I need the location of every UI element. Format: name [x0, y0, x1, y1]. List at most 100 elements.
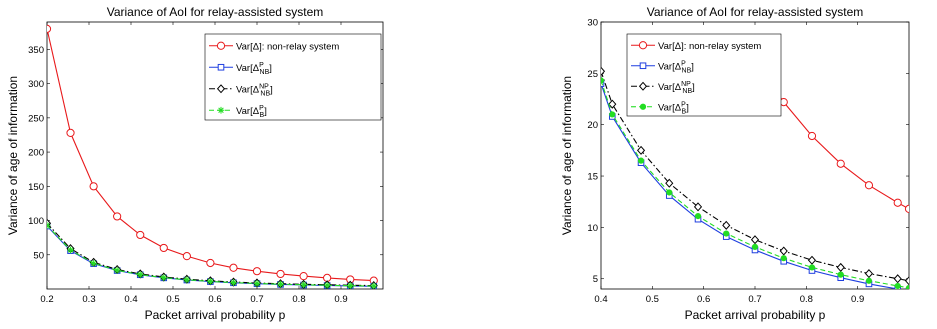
data-point-s1	[47, 24, 52, 33]
data-point-s4	[277, 280, 284, 288]
legend: Var[Δ]: non-relay system Var[ΔP NB] Var[ΔNP…	[204, 33, 382, 121]
data-point-s4	[206, 278, 214, 285]
data-point-s3	[836, 262, 845, 272]
data-point-s4	[808, 264, 816, 271]
data-point-s4	[323, 281, 331, 289]
data-point-s4	[637, 157, 645, 164]
data-point-s3	[893, 274, 902, 284]
data-point-s1	[807, 131, 817, 141]
data-point-s4	[253, 280, 261, 287]
data-point-s4	[346, 282, 354, 289]
y-tick-label: 15	[587, 172, 598, 183]
data-point-s3	[779, 246, 788, 256]
legend-label-4: Var[ΔP B]	[236, 105, 267, 119]
data-point-s3	[636, 145, 646, 155]
data-point-s1	[864, 181, 874, 190]
y-tick-label: 200	[28, 148, 44, 159]
chart-title: Variance of AoI for relay-assisted syste…	[647, 5, 864, 19]
x-tick-label: 0.7	[748, 294, 761, 305]
data-point-s1	[182, 252, 191, 261]
y-tick-label: 10	[587, 223, 598, 234]
data-point-s1	[904, 204, 909, 213]
legend-label-4: Var[ΔP B]	[658, 101, 689, 115]
data-point-s1	[836, 159, 845, 168]
data-point-s1	[66, 128, 75, 138]
data-point-s4	[370, 282, 378, 289]
data-point-s3	[864, 269, 874, 279]
y-tick-label: 50	[33, 250, 44, 261]
y-tick-label: 350	[28, 45, 44, 56]
data-point-s1	[229, 263, 238, 272]
y-tick-label: 250	[28, 113, 44, 124]
data-point-s4	[865, 277, 873, 284]
data-point-s4	[694, 212, 702, 220]
legend-marker-4	[639, 103, 647, 110]
data-point-s3	[601, 66, 606, 76]
x-tick-label: 0.4	[594, 294, 607, 305]
data-point-s4	[905, 284, 909, 289]
legend: Var[Δ]: non-relay system Var[ΔP NB] Var[ΔNP…	[626, 33, 782, 117]
y-tick-label: 5	[593, 274, 598, 285]
data-point-s4	[113, 266, 121, 274]
legend-marker-1	[638, 41, 648, 50]
data-point-s4	[300, 281, 308, 289]
data-point-s1	[136, 230, 145, 240]
data-point-s4	[67, 246, 74, 254]
x-tick-label: 0.3	[82, 294, 95, 305]
data-point-s4	[47, 221, 51, 229]
data-point-s1	[252, 267, 262, 276]
legend-label-3: Var[ΔNP NB]	[658, 81, 695, 95]
y-tick-label: 300	[28, 79, 44, 90]
data-point-s4	[751, 243, 759, 250]
data-point-s1	[89, 182, 98, 191]
legend-marker-4	[217, 106, 225, 114]
legend-label-1: Var[Δ]: non-relay system	[658, 41, 761, 52]
data-point-s4	[666, 189, 673, 196]
chart-title: Variance of AoI for relay-assisted syste…	[107, 5, 324, 19]
data-point-s1	[299, 272, 308, 281]
legend-marker-2	[639, 62, 647, 70]
series-group	[47, 24, 378, 289]
y-tick-label: 150	[28, 182, 44, 193]
legend-marker-3	[216, 84, 226, 94]
legend-label-2: Var[ΔP NB]	[658, 60, 694, 74]
y-axis-label: Variance of age of information	[6, 76, 20, 235]
x-tick-label: 0.4	[124, 294, 137, 305]
legend-box	[626, 33, 782, 117]
legend-label-2: Var[ΔP NB]	[236, 62, 272, 76]
chart-1: 0.2 0.3 0.4 0.5 0.6 0.7 0.8 0.9 50 100 150 200 250 30…	[6, 5, 384, 322]
legend-marker-1	[216, 41, 226, 50]
data-point-s4	[183, 276, 191, 284]
x-tick-label: 0.6	[697, 294, 710, 305]
data-point-s3	[608, 99, 617, 109]
legend-box	[204, 33, 382, 121]
data-point-s4	[894, 282, 901, 289]
data-point-s3	[693, 202, 703, 212]
data-point-s1	[113, 212, 122, 221]
data-point-s4	[230, 279, 237, 286]
x-tick-label: 0.8	[800, 294, 813, 305]
data-point-s4	[90, 259, 98, 267]
data-point-s3	[722, 220, 731, 230]
y-tick-label: 100	[28, 216, 44, 227]
data-point-s4	[601, 77, 605, 84]
x-tick-label: 0.6	[208, 294, 221, 305]
y-tick-label: 20	[587, 120, 598, 131]
legend-label-1: Var[Δ]: non-relay system	[236, 41, 339, 52]
data-point-s3	[904, 276, 909, 286]
y-axis-label: Variance of age of information	[560, 76, 574, 235]
data-point-s4	[837, 271, 844, 278]
data-point-s3	[750, 235, 760, 245]
data-point-s4	[780, 255, 787, 262]
data-point-s1	[893, 198, 902, 207]
x-tick-label: 0.2	[40, 294, 53, 305]
data-point-s4	[609, 111, 616, 118]
x-axis-label: Packet arrival probability p	[685, 308, 826, 322]
legend-label-3: Var[ΔNP NB]	[236, 83, 273, 97]
x-axis-label: Packet arrival probability p	[145, 308, 286, 322]
data-point-s4	[160, 274, 168, 282]
x-tick-label: 0.9	[334, 294, 347, 305]
data-point-s1	[276, 269, 285, 279]
data-point-s1	[159, 243, 168, 253]
